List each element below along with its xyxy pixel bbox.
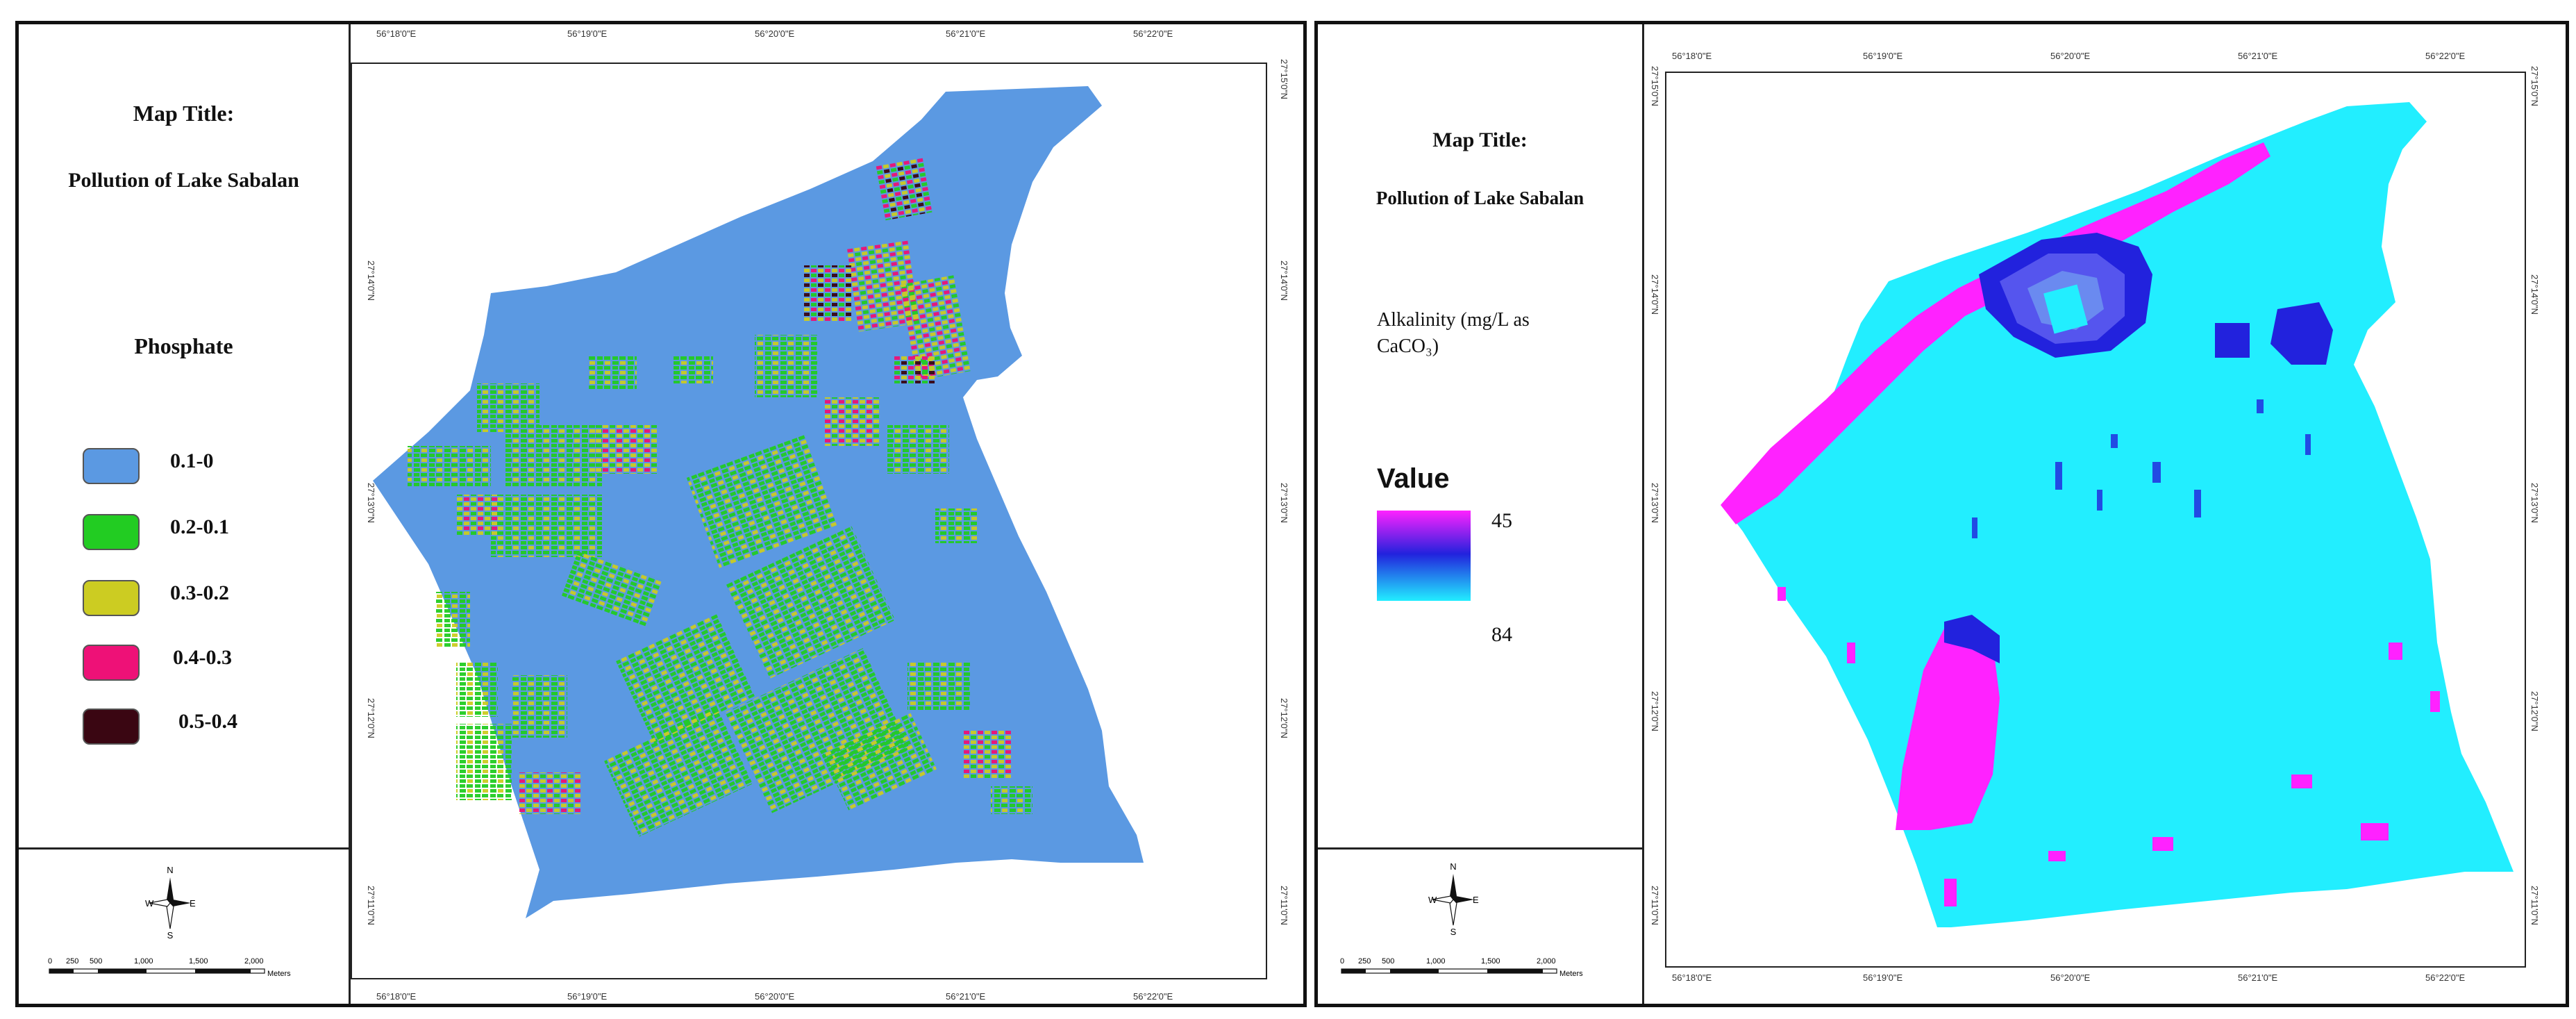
- bottom-tick-4: 56°21'0"E: [946, 991, 986, 1002]
- legend-swatch-class-2: [83, 514, 140, 550]
- right-tick-4: 27°12'0"N: [1279, 698, 1289, 738]
- svg-text:250: 250: [1358, 957, 1371, 966]
- legend-swatch-class-5: [83, 709, 140, 745]
- bottom-tick-3: 56°20'0"E: [2050, 972, 2091, 983]
- legend-title: Phosphate: [134, 333, 233, 358]
- alkalinity-high-shore-band: [1721, 142, 2270, 524]
- bottom-tick-5: 56°22'0"E: [1133, 991, 1173, 1002]
- svg-text:S: S: [167, 930, 174, 941]
- right-tick-5: 27°11'0"N: [1279, 886, 1289, 925]
- bottom-tick-1: 56°18'0"E: [1672, 972, 1712, 983]
- right-tick-2: 27°14'0"N: [1279, 260, 1289, 301]
- top-tick-1: 56°18'0"E: [1672, 51, 1712, 61]
- alkalinity-legend-column: Map Title: Pollution of Lake Sabalan Alk…: [1318, 24, 1644, 1004]
- bottom-tick-2: 56°19'0"E: [567, 991, 608, 1002]
- svg-text:Meters: Meters: [267, 970, 291, 978]
- top-tick-5: 56°22'0"E: [1133, 28, 1173, 39]
- legend-label-class-4: 0.4-0.3: [173, 646, 232, 669]
- phosphate-map-panel: Map Title: Pollution of Lake Sabalan Pho…: [15, 21, 1307, 1007]
- legend-swatch-class-4: [83, 645, 140, 681]
- top-tick-2: 56°19'0"E: [567, 28, 608, 39]
- svg-text:2,000: 2,000: [1537, 957, 1556, 966]
- top-tick-3: 56°20'0"E: [755, 28, 795, 39]
- svg-text:W: W: [145, 898, 154, 909]
- top-tick-3: 56°20'0"E: [2050, 51, 2091, 61]
- scale-bar: 0 250 500 1,000 1,500 2,000 Meters: [47, 955, 324, 983]
- svg-text:0: 0: [48, 957, 52, 966]
- right-tick-3: 27°13'0"N: [2529, 483, 2540, 523]
- left-tick-3: 27°13'0"N: [1650, 483, 1660, 523]
- right-tick-1: 27°15'0"N: [1279, 59, 1289, 99]
- svg-text:W: W: [1428, 895, 1437, 905]
- svg-text:N: N: [1450, 861, 1456, 872]
- scale-bar: 0 250 500 1,000 1,500 2,000 Meters: [1339, 955, 1616, 983]
- alkalinity-scattered-mid-spots: [1972, 399, 2311, 538]
- gradient-max-label: 45: [1491, 509, 1512, 532]
- top-tick-2: 56°19'0"E: [1863, 51, 1903, 61]
- right-tick-2: 27°14'0"N: [2529, 274, 2540, 315]
- right-tick-4: 27°12'0"N: [2529, 691, 2540, 731]
- svg-text:1,500: 1,500: [1481, 957, 1500, 966]
- left-tick-1: 27°15'0"N: [1650, 66, 1660, 106]
- map-title: Pollution of Lake Sabalan: [1375, 188, 1584, 208]
- svg-text:1,500: 1,500: [189, 957, 208, 966]
- legend-label-class-2: 0.2-0.1: [170, 515, 229, 538]
- left-tick-1: 27°14'0"N: [366, 260, 376, 301]
- right-tick-5: 27°11'0"N: [2529, 886, 2540, 925]
- svg-text:2,000: 2,000: [244, 957, 264, 966]
- right-tick-3: 27°13'0"N: [1279, 483, 1289, 523]
- value-gradient-ramp: [1377, 511, 1471, 601]
- map-title-label: Map Title:: [1432, 129, 1528, 151]
- alkalinity-scattered-high-spots: [1778, 587, 2440, 906]
- svg-text:1,000: 1,000: [134, 957, 153, 966]
- left-tick-2: 27°13'0"N: [366, 483, 376, 523]
- legend-swatch-class-1: [83, 448, 140, 484]
- bottom-tick-5: 56°22'0"E: [2425, 972, 2466, 983]
- legend-title-line-2: CaCO₃): [1377, 335, 1439, 357]
- left-tick-2: 27°14'0"N: [1650, 274, 1660, 315]
- map-title: Pollution of Lake Sabalan: [68, 169, 299, 192]
- svg-text:N: N: [167, 865, 173, 875]
- bottom-tick-4: 56°21'0"E: [2238, 972, 2278, 983]
- svg-text:1,000: 1,000: [1426, 957, 1446, 966]
- phosphate-legend-column: Map Title: Pollution of Lake Sabalan Pho…: [19, 24, 351, 1004]
- top-tick-4: 56°21'0"E: [946, 28, 986, 39]
- field-clusters: [408, 157, 1032, 837]
- bottom-tick-2: 56°19'0"E: [1863, 972, 1903, 983]
- bottom-tick-1: 56°18'0"E: [376, 991, 417, 1002]
- svg-text:500: 500: [90, 957, 102, 966]
- left-tick-5: 27°11'0"N: [1650, 886, 1660, 925]
- svg-text:E: E: [190, 898, 196, 909]
- legend-separator: [1318, 847, 1642, 850]
- left-tick-4: 27°12'0"N: [1650, 691, 1660, 731]
- right-tick-1: 27°15'0"N: [2529, 66, 2540, 106]
- svg-text:250: 250: [66, 957, 78, 966]
- legend-label-class-1: 0.1-0: [170, 449, 214, 472]
- legend-label-class-5: 0.5-0.4: [178, 710, 237, 733]
- north-arrow-icon: N W E S: [1425, 861, 1481, 938]
- svg-text:500: 500: [1382, 957, 1394, 966]
- legend-separator: [19, 847, 349, 850]
- gradient-min-label: 84: [1491, 623, 1512, 646]
- top-tick-5: 56°22'0"E: [2425, 51, 2466, 61]
- value-label: Value: [1377, 463, 1450, 494]
- bottom-tick-3: 56°20'0"E: [755, 991, 795, 1002]
- left-tick-3: 27°12'0"N: [366, 698, 376, 738]
- map-frame: [351, 63, 1267, 979]
- north-arrow-icon: N W E S: [142, 865, 198, 941]
- top-tick-1: 56°18'0"E: [376, 28, 417, 39]
- alkalinity-map-panel: Map Title: Pollution of Lake Sabalan Alk…: [1314, 21, 2569, 1007]
- legend-title-line-1: Alkalinity (mg/L as: [1377, 309, 1530, 331]
- alkalinity-high-zone-south: [1896, 622, 2000, 830]
- svg-text:E: E: [1473, 895, 1479, 905]
- legend-swatch-class-3: [83, 580, 140, 616]
- map-frame: [1665, 72, 2526, 968]
- svg-text:S: S: [1450, 927, 1457, 937]
- left-tick-4: 27°11'0"N: [366, 886, 376, 925]
- svg-text:0: 0: [1340, 957, 1344, 966]
- map-title-label: Map Title:: [133, 101, 235, 126]
- svg-text:Meters: Meters: [1559, 970, 1583, 978]
- top-tick-4: 56°21'0"E: [2238, 51, 2278, 61]
- legend-label-class-3: 0.3-0.2: [170, 581, 229, 604]
